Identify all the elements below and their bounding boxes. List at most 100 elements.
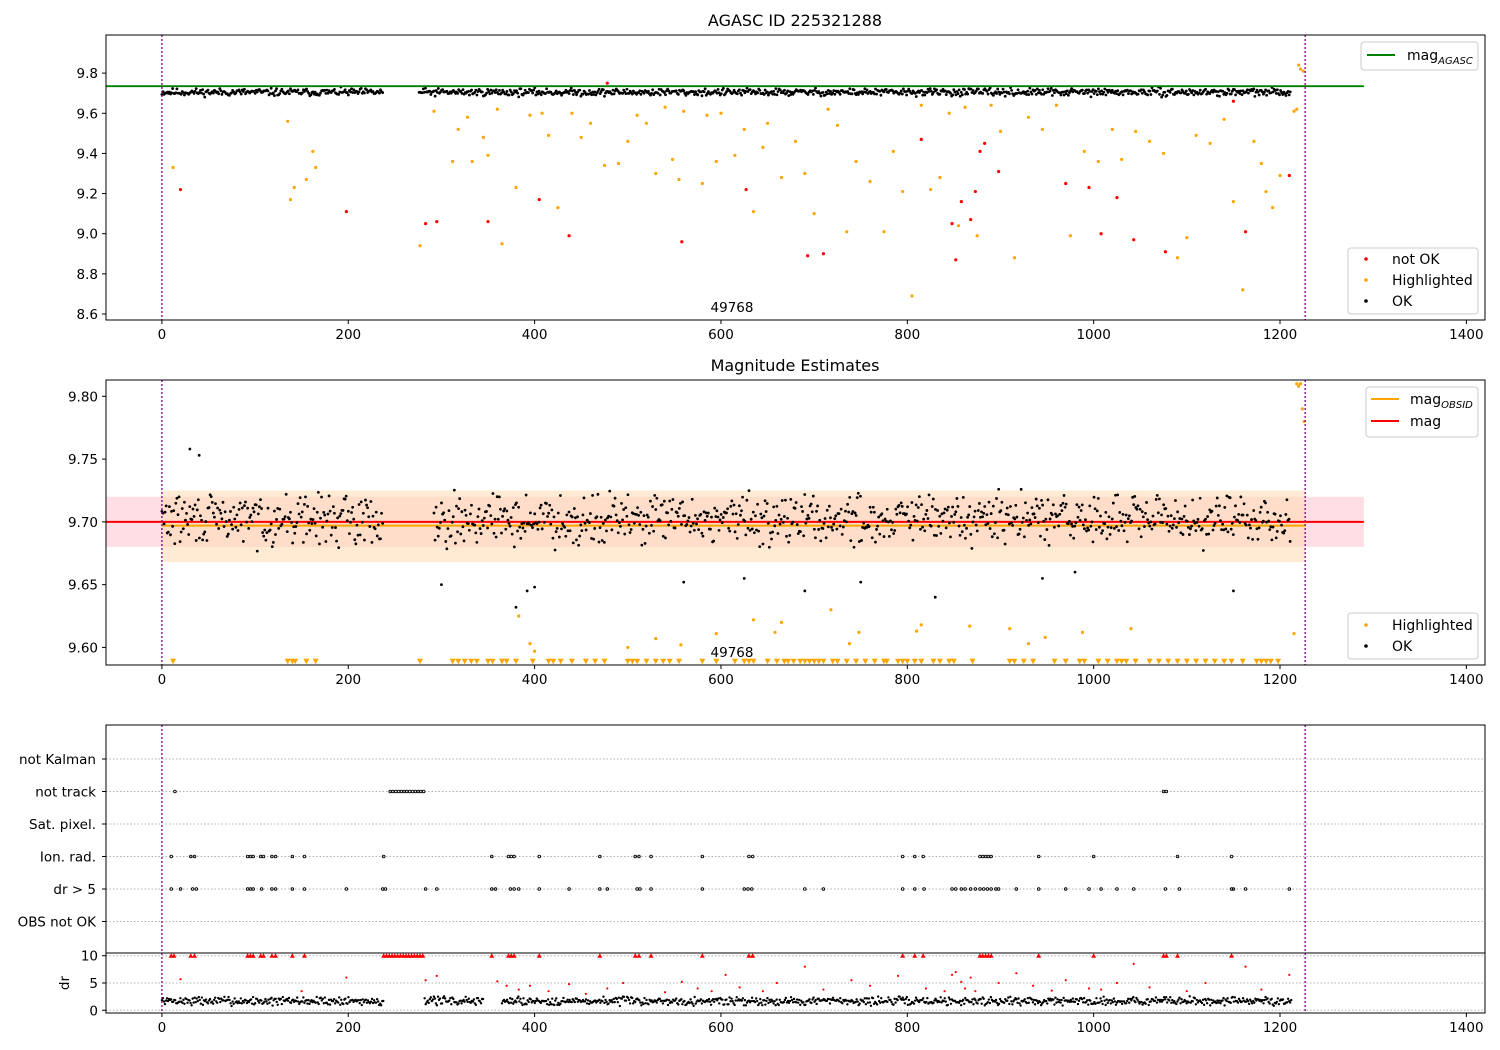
dr-ok-point <box>1026 996 1029 1000</box>
ok-point <box>847 92 851 95</box>
ok-point <box>693 93 696 96</box>
ok-point <box>1275 529 1279 533</box>
ok-point <box>943 89 947 93</box>
dr-ok-point <box>555 997 558 1000</box>
highlighted-point <box>854 159 858 164</box>
highlighted-point <box>1298 382 1303 386</box>
ok-point <box>929 89 933 93</box>
ok-point <box>1014 503 1018 507</box>
dr-ok-point <box>630 996 634 1000</box>
ok-point <box>1288 540 1292 543</box>
ok-point <box>200 518 203 522</box>
dr-ok-point <box>424 1003 427 1006</box>
ok-point <box>1168 90 1172 94</box>
ok-point <box>531 91 535 95</box>
dr-flagged-point <box>896 974 900 978</box>
ok-point <box>441 88 445 92</box>
dr-ok-point <box>464 995 467 999</box>
dr-ok-point <box>995 1001 999 1005</box>
dr-ok-point <box>768 998 771 1002</box>
below-range-marker <box>745 658 752 665</box>
ok-point <box>1229 92 1233 96</box>
ok-point <box>320 495 323 499</box>
ok-point <box>1204 517 1207 521</box>
ok-point <box>1153 522 1157 526</box>
dr-ok-point <box>644 1002 647 1005</box>
ok-point <box>883 517 887 521</box>
ok-point <box>838 92 842 96</box>
dr-ok-point <box>342 1002 345 1006</box>
dr-ok-point <box>525 1003 528 1006</box>
ok-point <box>904 90 907 94</box>
flag-marker <box>1087 887 1091 891</box>
dr-ok-point <box>1006 999 1009 1002</box>
ok-point <box>525 589 529 593</box>
dr-ok-point <box>505 998 509 1001</box>
highlighted-point <box>602 163 607 168</box>
below-range-marker <box>489 658 496 665</box>
dr-ok-point <box>1182 1000 1185 1003</box>
ok-point <box>230 91 233 95</box>
dr-ok-point <box>1122 1000 1126 1003</box>
dr-ok-point <box>1159 998 1163 1002</box>
ok-point <box>292 525 296 529</box>
ok-point <box>1224 527 1228 531</box>
ok-point <box>1200 527 1204 531</box>
dr-ok-point <box>631 1002 635 1005</box>
ok-point <box>230 523 233 527</box>
dr-ok-point <box>871 996 875 1000</box>
dr-ok-point <box>1015 998 1018 1001</box>
ok-point <box>264 538 268 542</box>
dr-ok-point <box>1158 1000 1162 1003</box>
ok-point <box>202 532 206 536</box>
dr-ok-point <box>743 998 747 1002</box>
dr-ok-point <box>233 997 236 1000</box>
ok-point <box>1210 509 1214 513</box>
dr-ok-point <box>305 999 308 1002</box>
ok-point <box>535 522 539 526</box>
dr-ok-point <box>1056 998 1059 1001</box>
dr-ok-point <box>933 999 936 1002</box>
ok-point <box>835 527 839 531</box>
ok-point <box>933 87 936 91</box>
ok-point <box>720 521 724 525</box>
dr-ok-point <box>875 1003 879 1006</box>
ok-point <box>803 493 807 496</box>
ok-point <box>702 510 706 514</box>
ok-point <box>751 510 755 514</box>
ok-point <box>532 88 536 92</box>
highlighted-point <box>901 189 905 194</box>
ok-point <box>922 517 926 521</box>
dr-ok-point <box>742 1004 746 1007</box>
dr-flagged-point <box>606 987 609 990</box>
highlighted-point <box>929 187 933 192</box>
dr-ok-point <box>1025 1001 1028 1005</box>
ok-point <box>218 87 222 90</box>
ok-point <box>676 93 680 96</box>
ok-point <box>238 501 242 505</box>
ok-point <box>764 510 768 513</box>
below-range-marker <box>1146 658 1153 665</box>
highlighted-point <box>626 645 630 650</box>
ok-point <box>656 91 660 95</box>
dr-ok-point <box>782 1000 786 1004</box>
dr-ok-point <box>1007 996 1010 999</box>
dr-ok-point <box>1113 1000 1117 1003</box>
dr-ok-point <box>1185 1002 1188 1005</box>
ok-point <box>642 514 646 518</box>
dr-clipped-marker <box>511 953 517 958</box>
dr-ok-point <box>940 1001 943 1004</box>
dr-ok-point <box>1019 1004 1022 1007</box>
ok-point <box>1039 534 1042 538</box>
ok-point <box>890 528 893 532</box>
ok-point <box>309 93 313 97</box>
dr-ok-point <box>275 1000 278 1004</box>
ok-point <box>1240 93 1244 97</box>
dr-ok-point <box>904 997 908 1001</box>
dr-ok-point <box>787 1001 791 1005</box>
dr-ok-point <box>302 996 305 999</box>
flag-row-label: not track <box>35 785 96 801</box>
dr-ok-point <box>232 1002 235 1006</box>
ok-point <box>726 507 729 511</box>
